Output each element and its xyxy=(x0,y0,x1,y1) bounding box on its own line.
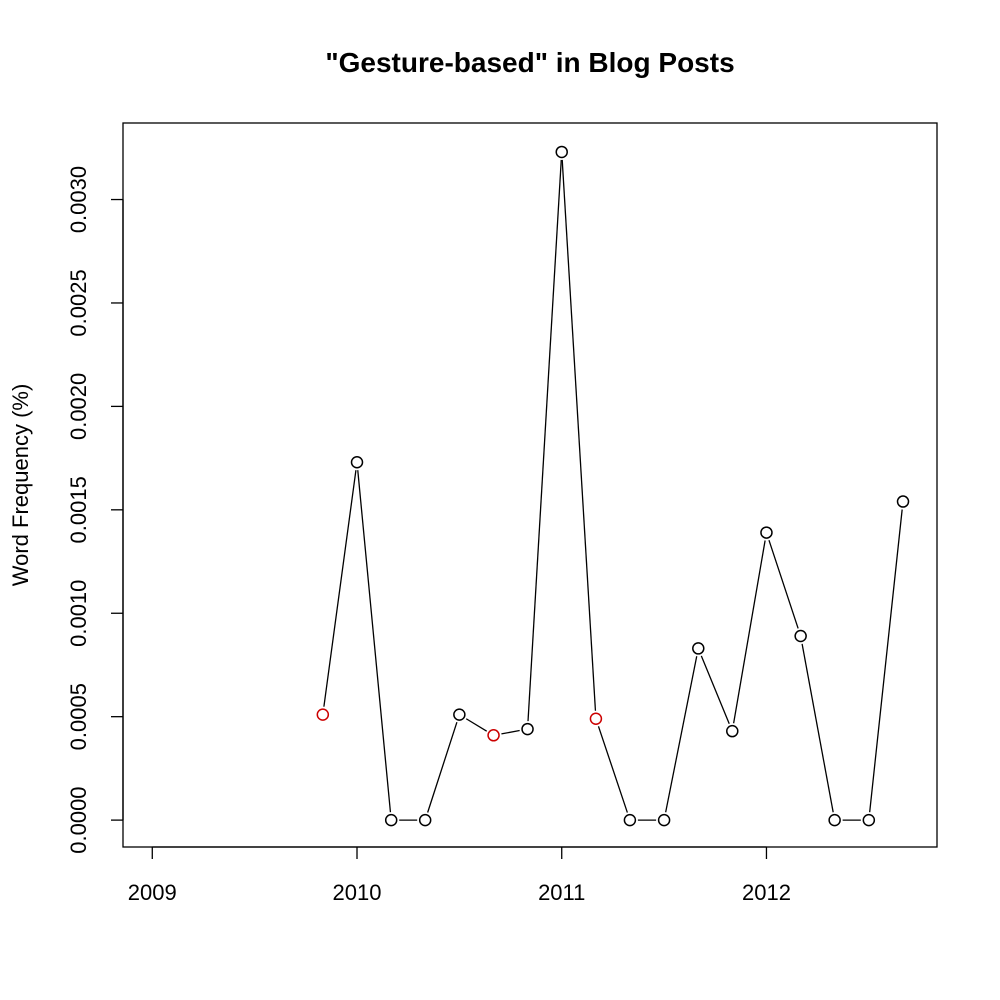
highlighted-data-point xyxy=(589,712,603,725)
data-point xyxy=(828,813,841,827)
line-segment xyxy=(357,470,392,813)
plot-frame xyxy=(122,122,938,848)
data-point xyxy=(418,813,432,827)
line-segment xyxy=(869,509,903,813)
y-tick-label: 0.0030 xyxy=(66,166,91,233)
data-point xyxy=(862,813,876,827)
line-segment xyxy=(427,722,458,813)
y-axis-title: Word Frequency (%) xyxy=(8,384,33,587)
line-segment xyxy=(665,656,698,813)
data-point xyxy=(521,722,534,736)
data-point xyxy=(555,145,568,159)
line-segment xyxy=(465,718,488,732)
x-tick-label: 2012 xyxy=(742,880,791,905)
line-segment xyxy=(768,539,799,629)
line-segment xyxy=(501,729,520,735)
data-point xyxy=(760,526,773,539)
data-point xyxy=(692,642,705,655)
series-points xyxy=(316,145,910,827)
data-point xyxy=(657,813,671,827)
y-tick-label: 0.0025 xyxy=(66,269,91,336)
chart-title: "Gesture-based" in Blog Posts xyxy=(325,47,734,78)
line-segment xyxy=(732,540,766,724)
data-point xyxy=(350,455,364,469)
x-axis: 2009 2010 2011 2012 xyxy=(128,846,791,905)
series-line xyxy=(323,159,903,821)
x-tick-label: 2011 xyxy=(538,880,585,905)
y-axis: 0.0000 0.0005 0.0010 0.0015 0.0020 0.0025 0.00… xyxy=(66,166,124,854)
data-point xyxy=(794,629,807,643)
y-tick-label: 0.0000 xyxy=(66,786,91,853)
y-tick-label: 0.0010 xyxy=(66,580,91,647)
data-point xyxy=(896,495,910,508)
line-segment xyxy=(597,726,628,813)
line-segment xyxy=(527,159,562,722)
highlighted-data-point xyxy=(316,708,330,721)
line-segment xyxy=(801,643,834,813)
y-tick-label: 0.0005 xyxy=(66,683,91,750)
data-point xyxy=(726,724,739,738)
y-tick-label: 0.0015 xyxy=(66,476,91,543)
line-segment xyxy=(700,655,730,725)
line-segment xyxy=(561,159,597,711)
highlighted-data-point xyxy=(487,729,500,742)
data-point xyxy=(384,813,398,827)
x-tick-label: 2010 xyxy=(333,880,382,905)
line-segment xyxy=(323,470,357,707)
data-point xyxy=(623,813,637,827)
data-point xyxy=(453,708,466,721)
y-tick-label: 0.0020 xyxy=(66,373,91,440)
x-tick-label: 2009 xyxy=(128,880,177,905)
